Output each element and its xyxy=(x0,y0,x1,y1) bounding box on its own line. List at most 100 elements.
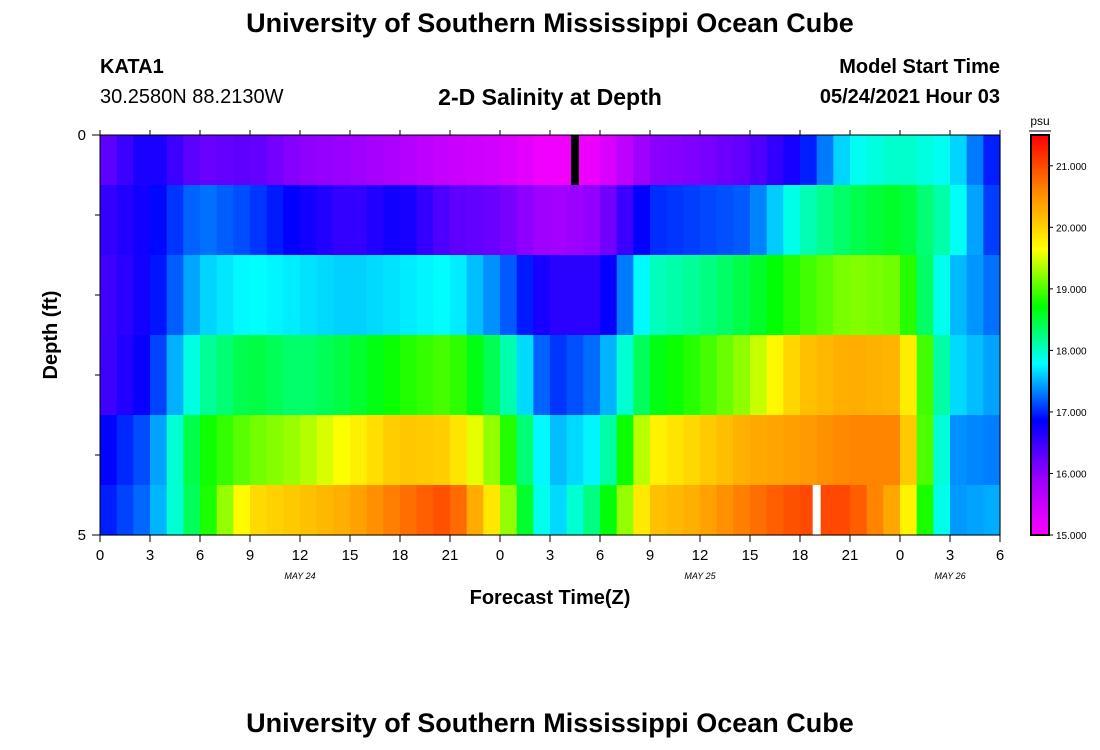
heatmap-cell xyxy=(366,255,384,336)
heatmap-cell xyxy=(983,135,1001,186)
heatmap-cell xyxy=(266,415,284,486)
heatmap-cell xyxy=(466,185,484,256)
heatmap-cell xyxy=(333,485,351,536)
x-axis: 0 3 6 9 12 15 18 21 0 3 6 9 12 15 18 21 0 3 6 MAY 24 MAY 25 M… xyxy=(96,130,1004,581)
heatmap-cell xyxy=(633,255,651,336)
heatmap-cell xyxy=(500,485,518,536)
heatmap-cell xyxy=(716,335,734,416)
heatmap-cell xyxy=(466,485,484,536)
heatmap-cell xyxy=(566,415,584,486)
heatmap-cell xyxy=(483,135,501,186)
heatmap-cell xyxy=(200,255,218,336)
heatmap-cell xyxy=(216,485,234,536)
heatmap-cell xyxy=(933,415,951,486)
heatmap-cell xyxy=(233,185,251,256)
heatmap-cell xyxy=(450,135,468,186)
heatmap-cell xyxy=(100,185,118,256)
heatmap-cell xyxy=(900,415,918,486)
heatmap-cell xyxy=(133,335,151,416)
heatmap-cell xyxy=(200,185,218,256)
heatmap-cell xyxy=(916,135,934,186)
heatmap-cell xyxy=(116,135,134,186)
heatmap-cell xyxy=(700,255,718,336)
heatmap-cell xyxy=(550,255,568,336)
heatmap-cell xyxy=(933,185,951,256)
heatmap-cell xyxy=(900,255,918,336)
heatmap-cell xyxy=(933,135,951,186)
heatmap-cell xyxy=(850,485,868,536)
heatmap-cell xyxy=(766,255,784,336)
heatmap-cell xyxy=(433,255,451,336)
heatmap-cell xyxy=(750,135,768,186)
heatmap-cell xyxy=(300,135,318,186)
heatmap-cell xyxy=(150,255,168,336)
heatmap-cell xyxy=(716,185,734,256)
heatmap-cell xyxy=(983,485,1001,536)
heatmap-cell xyxy=(816,415,834,486)
heatmap-cell xyxy=(750,415,768,486)
heatmap-cell xyxy=(383,485,401,536)
heatmap-cell xyxy=(866,485,884,536)
heatmap-cell xyxy=(850,185,868,256)
heatmap-cell xyxy=(566,335,584,416)
heatmap-markers xyxy=(571,135,821,535)
x-tick-label: 6 xyxy=(596,547,604,564)
heatmap-cell xyxy=(783,185,801,256)
heatmap-cell xyxy=(950,415,968,486)
model-start-label: Model Start Time xyxy=(839,56,1000,78)
x-tick-label: 15 xyxy=(742,547,759,564)
heatmap-cell xyxy=(350,255,368,336)
heatmap-cell xyxy=(483,185,501,256)
heatmap-cell xyxy=(133,185,151,256)
heatmap-cell xyxy=(116,335,134,416)
heatmap-cell xyxy=(166,255,184,336)
colorbar-tick-label: 17.000 xyxy=(1056,408,1087,419)
heatmap-cell xyxy=(500,255,518,336)
heatmap-cell xyxy=(916,485,934,536)
heatmap-cell xyxy=(650,135,668,186)
heatmap-cell xyxy=(500,135,518,186)
colorbar-tick-label: 15.000 xyxy=(1056,531,1087,542)
heatmap-cell xyxy=(616,255,634,336)
heatmap-cell xyxy=(183,335,201,416)
heatmap-cell xyxy=(533,185,551,256)
heatmap-cell xyxy=(966,335,984,416)
heatmap-cell xyxy=(266,135,284,186)
heatmap-cell xyxy=(283,485,301,536)
heatmap-cell xyxy=(416,335,434,416)
heatmap-cell xyxy=(433,135,451,186)
heatmap-cell xyxy=(400,415,418,486)
heatmap-cell xyxy=(816,335,834,416)
heatmap-cell xyxy=(583,415,601,486)
heatmap-cell xyxy=(583,335,601,416)
heatmap-cell xyxy=(833,415,851,486)
heatmap-cell xyxy=(800,185,818,256)
heatmap-cell xyxy=(116,485,134,536)
heatmap-cell xyxy=(416,185,434,256)
heatmap-cell xyxy=(616,135,634,186)
heatmap-cell xyxy=(750,485,768,536)
heatmap-cell xyxy=(466,415,484,486)
heatmap-cell xyxy=(266,485,284,536)
heatmap-cell xyxy=(316,335,334,416)
heatmap-cell xyxy=(683,135,701,186)
heatmap-cell xyxy=(550,335,568,416)
x-tick-label: 0 xyxy=(496,547,504,564)
heatmap-cell xyxy=(383,335,401,416)
heatmap-cell xyxy=(766,135,784,186)
heatmap-cell xyxy=(100,255,118,336)
heatmap-cell xyxy=(633,135,651,186)
heatmap-cell xyxy=(633,185,651,256)
time-marker xyxy=(571,135,579,185)
heatmap-cell xyxy=(966,185,984,256)
heatmap-cell xyxy=(733,485,751,536)
heatmap-cell xyxy=(683,255,701,336)
x-tick-label: 0 xyxy=(96,547,104,564)
heatmap-cell xyxy=(150,485,168,536)
heatmap-cell xyxy=(800,135,818,186)
heatmap-cell xyxy=(516,335,534,416)
heatmap-cell xyxy=(650,415,668,486)
heatmap-cell xyxy=(233,485,251,536)
x-tick-label: 9 xyxy=(646,547,654,564)
heatmap-cell xyxy=(116,415,134,486)
